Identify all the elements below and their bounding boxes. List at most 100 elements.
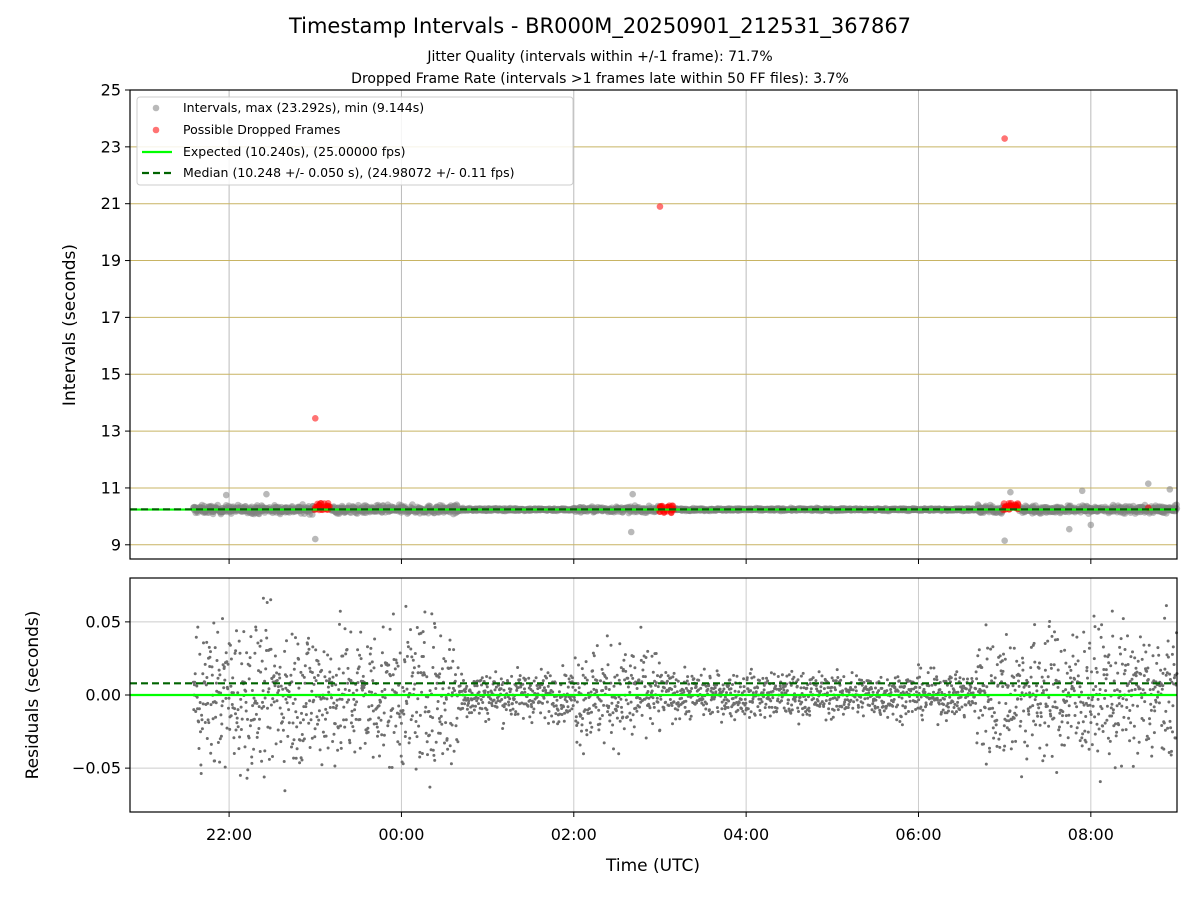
residual-point [276, 685, 280, 689]
residual-point [383, 696, 387, 700]
residual-point [390, 766, 394, 769]
residual-point [476, 696, 480, 700]
residual-point [673, 707, 677, 711]
residual-point [612, 684, 616, 688]
residual-point [797, 710, 800, 713]
residual-point [685, 710, 689, 714]
residual-point [433, 758, 437, 762]
residual-point [926, 671, 930, 675]
residual-point [1014, 713, 1018, 717]
residual-point [1005, 719, 1009, 723]
residual-point [979, 709, 983, 712]
residual-point [267, 757, 271, 761]
residual-point [1056, 638, 1060, 641]
residual-point [772, 672, 776, 676]
residual-point [780, 699, 783, 703]
residual-point [562, 719, 566, 723]
residual-point [887, 683, 891, 687]
residual-point [960, 705, 964, 709]
residual-point [409, 718, 413, 722]
residual-point [749, 689, 753, 693]
residual-point [424, 731, 428, 735]
residual-point [402, 689, 406, 693]
interval-point [627, 528, 635, 536]
residual-point [731, 697, 735, 700]
residual-point [437, 717, 441, 720]
residual-point [304, 702, 308, 705]
residual-point [317, 709, 321, 713]
dropped-frame-point [311, 415, 319, 422]
residual-point [574, 719, 578, 723]
residual-point [984, 623, 988, 627]
residual-point [371, 679, 375, 683]
residual-point [259, 670, 263, 674]
residual-point [463, 690, 467, 694]
residual-point [896, 703, 900, 707]
residual-point [951, 691, 955, 695]
residual-point [332, 732, 336, 736]
residual-point [581, 717, 585, 720]
residual-point [526, 704, 530, 708]
residual-point [901, 704, 905, 708]
residual-point [1067, 704, 1071, 708]
residual-point [990, 714, 994, 718]
residual-point [233, 707, 237, 711]
residual-point [641, 668, 645, 672]
residual-point [1057, 728, 1061, 732]
residual-point [1077, 721, 1081, 725]
residual-point [443, 741, 446, 745]
residual-point [980, 689, 983, 693]
residual-point [454, 724, 458, 728]
residual-point [454, 673, 457, 677]
residual-point [664, 700, 668, 704]
residual-point [1069, 668, 1073, 672]
residual-point [697, 678, 701, 682]
residual-point [247, 736, 251, 740]
residual-point [896, 689, 900, 693]
residual-point [507, 703, 511, 707]
residual-point [996, 683, 1000, 687]
residual-point [237, 639, 241, 643]
residual-point [207, 721, 211, 725]
residual-point [643, 675, 647, 679]
residual-point [850, 671, 854, 675]
residual-point [367, 705, 371, 709]
residual-point [263, 696, 267, 700]
residual-point [955, 670, 959, 674]
residual-point [900, 696, 904, 700]
residual-point [919, 705, 923, 709]
residual-point [720, 720, 724, 724]
residual-point [425, 675, 429, 679]
residual-point [1020, 775, 1024, 779]
residual-point [548, 674, 552, 678]
residual-point [1037, 706, 1041, 710]
residual-point [262, 775, 266, 779]
residual-point [278, 706, 282, 710]
residual-point [932, 677, 936, 681]
residual-point [954, 677, 958, 681]
residual-point [1073, 714, 1077, 717]
residual-point [1037, 666, 1041, 670]
residual-point [238, 735, 242, 739]
residual-point [509, 712, 513, 716]
residual-point [960, 687, 964, 691]
residual-point [585, 678, 589, 682]
residual-point [326, 746, 330, 750]
residual-point [302, 675, 306, 679]
residual-point [1053, 630, 1056, 634]
residual-point [379, 718, 383, 722]
residual-point [1032, 641, 1036, 645]
residual-point [608, 719, 612, 723]
residual-point [776, 697, 780, 701]
residual-point [1042, 679, 1046, 683]
residual-point [975, 677, 979, 681]
residual-point [591, 669, 595, 673]
residual-point [193, 680, 197, 684]
residual-point [269, 647, 273, 651]
residual-point [593, 702, 597, 706]
residual-point [327, 690, 331, 694]
residual-point [344, 718, 348, 722]
residual-point [435, 707, 439, 711]
residual-point [729, 691, 733, 695]
residual-point [628, 664, 632, 668]
